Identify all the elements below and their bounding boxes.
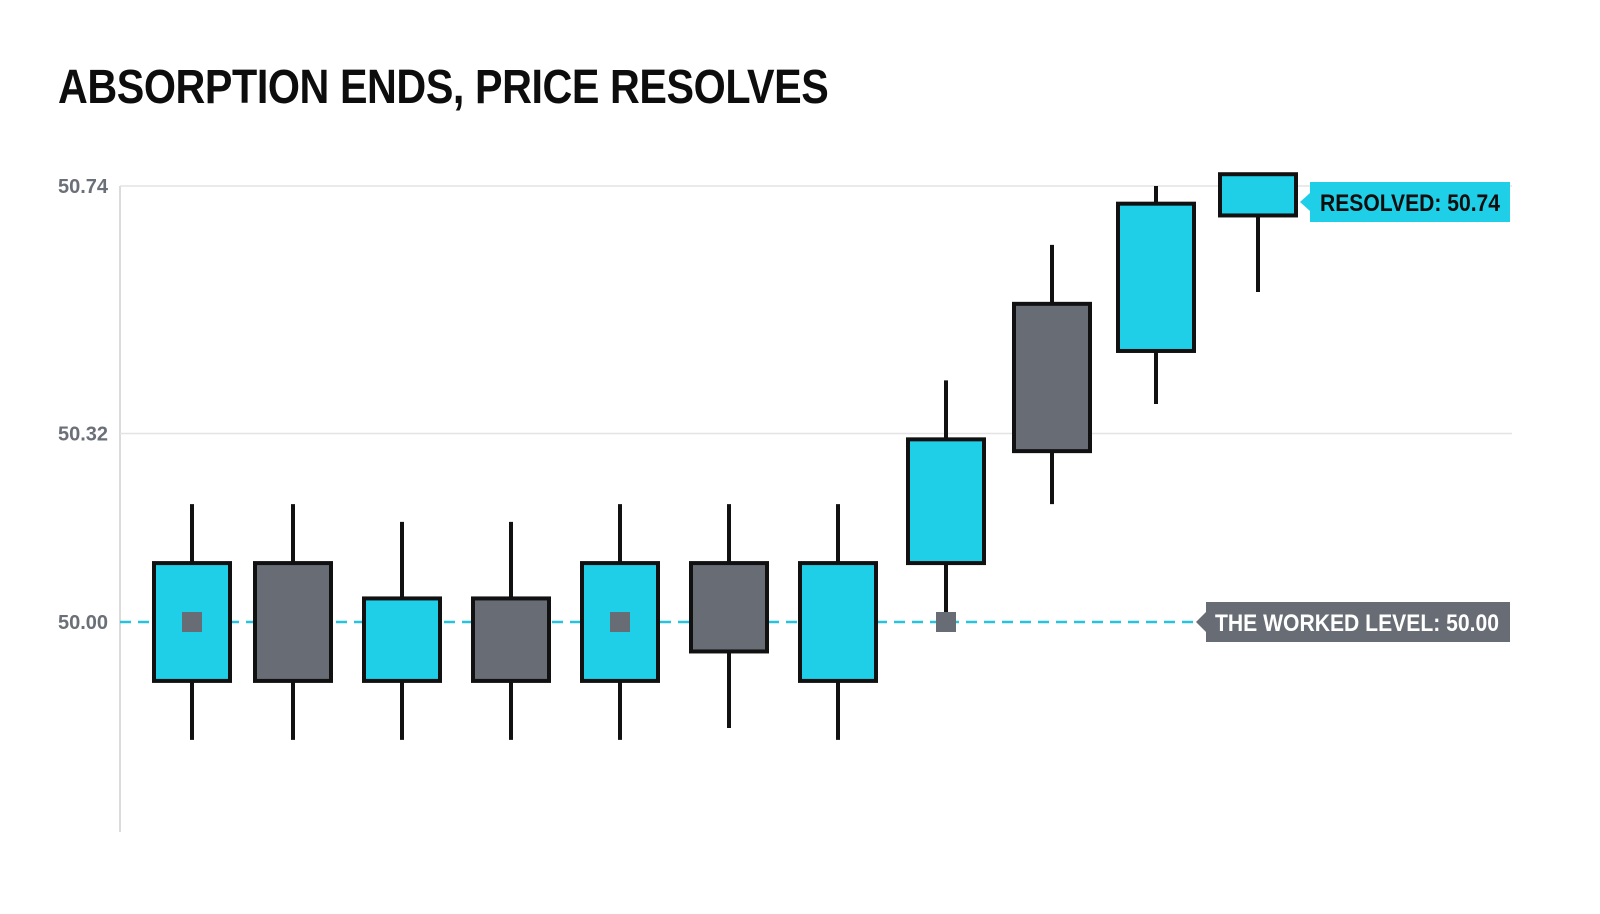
candle bbox=[253, 504, 333, 740]
badge-layer: THE WORKED LEVEL: 50.00 RESOLVED: 50.74 bbox=[1196, 182, 1510, 642]
candle-body bbox=[471, 596, 551, 683]
level-test-marker bbox=[182, 612, 202, 632]
candle-body bbox=[1012, 301, 1092, 454]
candle bbox=[798, 504, 878, 740]
worked-level-label: THE WORKED LEVEL: 50.00 bbox=[1215, 610, 1499, 637]
worked-level-badge-shape bbox=[1196, 602, 1510, 642]
candle bbox=[362, 521, 442, 740]
level-test-marker bbox=[610, 612, 630, 632]
candle-body bbox=[253, 561, 333, 683]
grid-layer: 50.74 50.32 50.00 bbox=[58, 176, 1512, 832]
candle bbox=[152, 504, 232, 740]
candle-body bbox=[362, 596, 442, 683]
candle bbox=[1218, 172, 1298, 293]
candle-layer bbox=[152, 172, 1298, 740]
candle-body bbox=[906, 437, 986, 566]
y-tick-label: 50.74 bbox=[58, 176, 109, 198]
candle-body bbox=[689, 561, 769, 654]
y-tick-label: 50.32 bbox=[58, 423, 108, 445]
candle bbox=[906, 380, 986, 632]
candle-body bbox=[1218, 172, 1298, 218]
worked-level-badge: THE WORKED LEVEL: 50.00 bbox=[1196, 602, 1510, 642]
resolved-badge: RESOLVED: 50.74 bbox=[1300, 182, 1510, 222]
candle bbox=[689, 504, 769, 729]
chart-title: ABSORPTION ENDS, PRICE RESOLVES bbox=[58, 61, 829, 114]
candle bbox=[580, 504, 660, 740]
candle-body bbox=[798, 561, 878, 683]
level-test-marker bbox=[936, 612, 956, 632]
candle bbox=[1012, 244, 1092, 505]
candle bbox=[471, 521, 551, 740]
y-tick-label: 50.00 bbox=[58, 612, 108, 634]
resolved-badge-shape bbox=[1300, 182, 1510, 222]
candle bbox=[1116, 186, 1196, 404]
resolved-label: RESOLVED: 50.74 bbox=[1320, 190, 1501, 217]
candle-body bbox=[1116, 201, 1196, 353]
